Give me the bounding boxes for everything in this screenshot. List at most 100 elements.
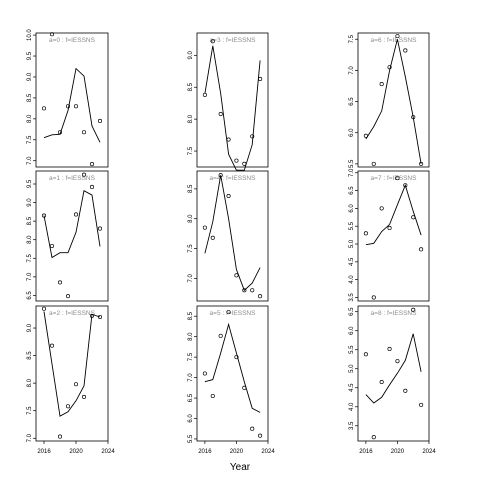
y-tick-label: 8.0 [188,332,194,341]
data-point [81,130,87,135]
y-tick-label: 9.0 [27,323,33,332]
data-point [218,173,223,178]
y-tick-label: 7.5 [27,135,33,144]
fit-line [365,39,422,164]
data-point [258,433,263,438]
x-tick-label: 2024 [261,449,275,455]
y-tick-label: 4.5 [349,257,355,266]
y-tick-label: 8.0 [27,235,33,244]
y-tick-label: 6.0 [349,326,355,335]
data-point [258,294,263,299]
data-point [89,313,95,318]
data-point [250,134,255,139]
x-tick-label: 2016 [359,449,373,455]
data-point [387,65,392,70]
data-point [210,235,215,240]
y-tick-label: 8.5 [27,216,33,225]
data-point [250,426,255,431]
y-tick-label: 7.5 [188,244,194,253]
data-point [371,295,376,300]
y-tick-label: 6.0 [349,204,355,213]
data-point [97,226,103,231]
data-point [395,359,400,364]
data-point [403,388,408,393]
data-point [218,111,223,117]
data-point [403,48,408,53]
y-tick-label: 5.5 [349,345,355,354]
y-tick-label: 8.0 [188,214,194,223]
y-tick-label: 5.5 [349,159,355,168]
fit-line [204,45,261,171]
data-point [234,355,239,360]
y-tick-label: 8.5 [27,93,33,102]
panel-5: a=7 : f=IESSNS 3.5 4.0 4.5 5.0 5.5 6.0 6.5 7.0 [349,168,430,302]
fit-line [204,175,261,292]
data-point [371,435,376,440]
y-tick-label: 4.0 [349,402,355,411]
data-point [419,402,424,407]
data-point [41,106,47,111]
fit-line [204,322,261,413]
y-tick-label: 7.0 [27,433,33,442]
fit-line [365,183,422,246]
data-point [234,158,239,163]
y-tick-label: 3.5 [349,293,355,302]
data-point [395,34,400,39]
panel-frame [196,170,269,302]
panel-3: a=1 : f=IESSNS 6.5 7.0 7.5 8.0 8.5 9.0 9.5 [27,170,109,302]
y-tick-label: 6.5 [349,186,355,195]
data-point [81,394,87,399]
y-tick-label: 6.5 [349,97,355,106]
panel-title: a=3 : f=IESSNS [210,37,257,44]
fit-line [43,311,101,417]
y-tick-label: 7.5 [27,406,33,415]
data-point [218,333,223,338]
data-point [73,382,79,387]
panel-title: a=8 : f=IESSNS [371,310,418,317]
y-tick-label: 4.5 [349,383,355,392]
panel-6: a=2 : f=IESSNS 7.0 7.5 8.0 8.5 9.0 2016 2020 202… [27,305,115,455]
data-point [242,161,247,166]
data-point [41,306,47,311]
panel-frame [357,170,430,302]
fit-line [43,190,101,259]
data-point [226,193,231,199]
panel-title: a=4 : f=IESSNS [210,175,257,182]
data-point [49,32,55,37]
data-point [411,307,416,312]
panel-frame [35,305,109,442]
data-point [41,213,47,218]
y-tick-label: 8.5 [27,351,33,360]
panel-frame [196,305,269,442]
data-point [242,385,247,390]
panel-2: a=6 : f=IESSNS 5.5 6.0 6.5 7.0 7.5 [349,32,430,168]
data-point [49,343,55,348]
y-tick-label: 5.5 [349,221,355,230]
x-tick-label: 2024 [101,449,115,455]
data-point [97,118,103,123]
data-point [210,39,215,44]
data-point [89,162,95,167]
panel-1: a=3 : f=IESSNS 7.5 8.0 8.5 9.0 [188,32,269,171]
panel-title: a=6 : f=IESSNS [371,37,418,44]
data-point [65,104,71,109]
panel-title: a=7 : f=IESSNS [371,175,418,182]
y-tick-label: 7.0 [27,156,33,165]
data-point [57,434,63,439]
data-point [363,352,368,357]
y-tick-label: 7.5 [188,146,194,155]
y-tick-label: 9.0 [27,198,33,207]
y-tick-label: 7.5 [27,253,33,262]
y-tick-label: 7.5 [349,34,355,43]
data-point [379,380,384,385]
y-tick-label: 7.0 [349,66,355,75]
y-tick-label: 6.0 [349,128,355,137]
x-tick-label: 2016 [198,449,212,455]
data-point [387,346,392,352]
y-tick-label: 9.5 [27,51,33,60]
y-tick-label: 6.5 [349,307,355,316]
y-tick-label: 7.0 [188,274,194,283]
data-point [73,212,79,217]
data-point [202,371,207,376]
